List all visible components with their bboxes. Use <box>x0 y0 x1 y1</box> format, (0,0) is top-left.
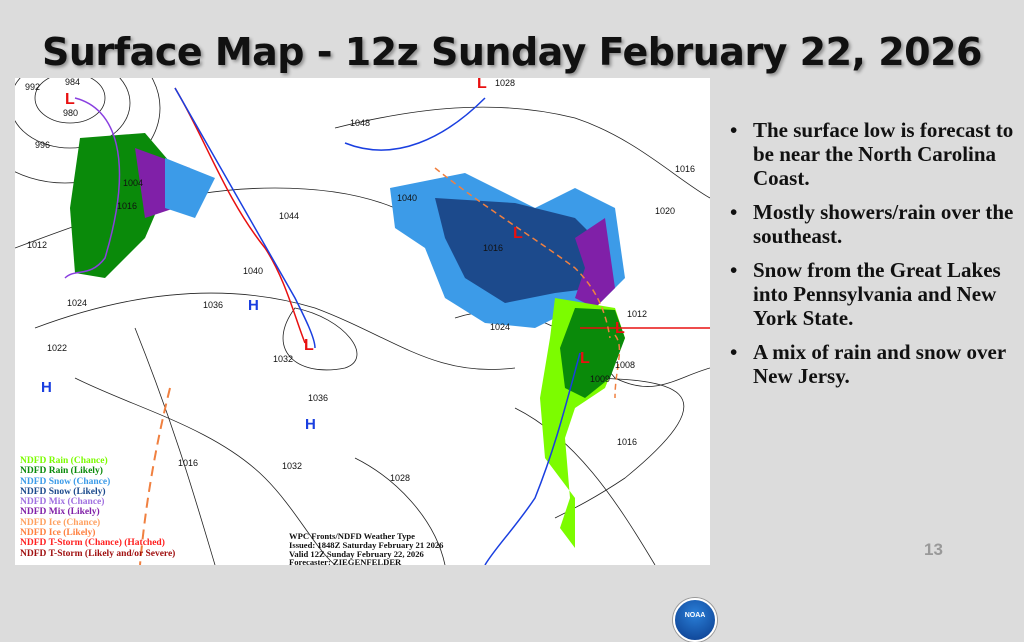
info-title: WPC Fronts/NDFD Weather Type <box>289 531 415 541</box>
isobar-label: 1048 <box>350 118 370 128</box>
legend-item: NDFD Rain (Chance) <box>20 456 108 466</box>
info-forecaster: Forecaster: ZIEGENFELDER <box>289 557 402 568</box>
slide-title: Surface Map - 12z Sunday February 22, 20… <box>41 30 983 74</box>
isobar-label: 1024 <box>67 298 87 308</box>
isobar-label: 1032 <box>273 354 293 364</box>
isobar-label: 1012 <box>627 309 647 319</box>
map-legend: NDFD Rain (Chance) NDFD Rain (Likely) NDFD… <box>20 456 175 559</box>
isobar-label: 1016 <box>178 458 198 468</box>
isobar-label: 1040 <box>397 193 417 203</box>
isobar-label: 1022 <box>47 343 67 353</box>
legend-item: NDFD Mix (Likely) <box>20 507 100 518</box>
snow-chance-northwest <box>165 158 215 218</box>
low-pressure-center: L <box>513 225 523 242</box>
low-pressure-center: L <box>477 78 487 92</box>
high-pressure-center: H <box>41 379 52 396</box>
legend-item: NDFD Mix (Chance) <box>20 497 105 508</box>
legend-item: NDFD T-Storm (Likely and/or Severe) <box>20 548 176 559</box>
noaa-logo: NOAA <box>673 598 717 642</box>
isobar-label: 1016 <box>675 164 695 174</box>
legend-item: NDFD Snow (Likely) <box>20 486 106 497</box>
isobar-label: 980 <box>63 108 78 118</box>
isobar-label: 1016 <box>617 437 637 447</box>
isobar-label: 1024 <box>490 322 510 332</box>
isobar-label: 1020 <box>655 206 675 216</box>
cold-front-west <box>174 87 316 349</box>
low-pressure-center: L <box>65 91 75 108</box>
isobar-label: 996 <box>35 140 50 150</box>
surface-map: 992 984 980 996 1004 1016 1012 1024 1022 1036 1040… <box>15 78 717 642</box>
trough-northeast <box>434 167 611 339</box>
precip-areas <box>70 133 625 548</box>
isobar-labels: 992 984 980 996 1004 1016 1012 1024 1022 1036 1040… <box>25 78 695 483</box>
map-canvas: 992 984 980 996 1004 1016 1012 1024 1022 1036 1040… <box>15 78 710 565</box>
trough-coast <box>614 334 621 399</box>
isobar-label: 992 <box>25 82 40 92</box>
low-pressure-center: L <box>580 350 590 367</box>
legend-item: NDFD Ice (Chance) <box>20 517 101 528</box>
map-info: WPC Fronts/NDFD Weather Type Issued: 184… <box>289 532 443 567</box>
high-pressure-center: H <box>248 297 259 314</box>
isobar-label: 1012 <box>27 240 47 250</box>
bullet-list: The surface low is forecast to be near t… <box>728 118 1018 398</box>
isobar-label: 984 <box>65 78 80 87</box>
page-number: 13 <box>924 540 943 559</box>
noaa-logo-text: NOAA <box>684 612 706 619</box>
isobar-label: 1032 <box>282 461 302 471</box>
isobar-label: 1036 <box>203 300 223 310</box>
isobar-label: 1044 <box>279 211 299 221</box>
high-pressure-center: H <box>305 416 316 433</box>
bullet-item: The surface low is forecast to be near t… <box>728 118 1018 190</box>
legend-item: NDFD T-Storm (Chance) (Hatched) <box>20 538 165 549</box>
bullet-item: A mix of rain and snow over New Jersy. <box>728 340 1018 388</box>
info-valid: Valid 12Z Sunday February 22, 2026 <box>289 548 424 559</box>
trough-southwest <box>139 387 171 565</box>
warm-front-west <box>174 87 306 344</box>
isobar-label: 1004 <box>123 178 143 188</box>
isobar-label: 1036 <box>308 393 328 403</box>
legend-item: NDFD Rain (Likely) <box>20 466 103 477</box>
isobar-label: 1040 <box>243 266 263 276</box>
legend-item: NDFD Snow (Chance) <box>20 476 111 487</box>
mix-likely-northeast <box>575 218 615 308</box>
info-issued: Issued: 1848Z Saturday February 21 2026 <box>289 539 444 550</box>
isobar-label: 1028 <box>495 78 515 88</box>
legend-item: NDFD Ice (Likely) <box>20 528 96 539</box>
cold-front-north <box>344 97 486 151</box>
pressure-centers: H H H L L L L L L <box>41 78 625 433</box>
isobar-label: 1016 <box>483 243 503 253</box>
isobar-label: 1016 <box>117 201 137 211</box>
isobar-label: 1028 <box>390 473 410 483</box>
low-pressure-center: L <box>304 337 314 354</box>
isobar-label: 1008 <box>615 360 635 370</box>
occluded-front <box>64 97 121 279</box>
bullet-item: Snow from the Great Lakes into Pennsylva… <box>728 258 1018 330</box>
cold-front-southeast <box>484 352 581 565</box>
bullet-item: Mostly showers/rain over the southeast. <box>728 200 1018 248</box>
low-pressure-center: L <box>615 320 625 337</box>
isobar-label: 1009 <box>590 374 610 384</box>
fronts <box>64 87 710 565</box>
snow-likely-great-lakes <box>435 198 605 303</box>
